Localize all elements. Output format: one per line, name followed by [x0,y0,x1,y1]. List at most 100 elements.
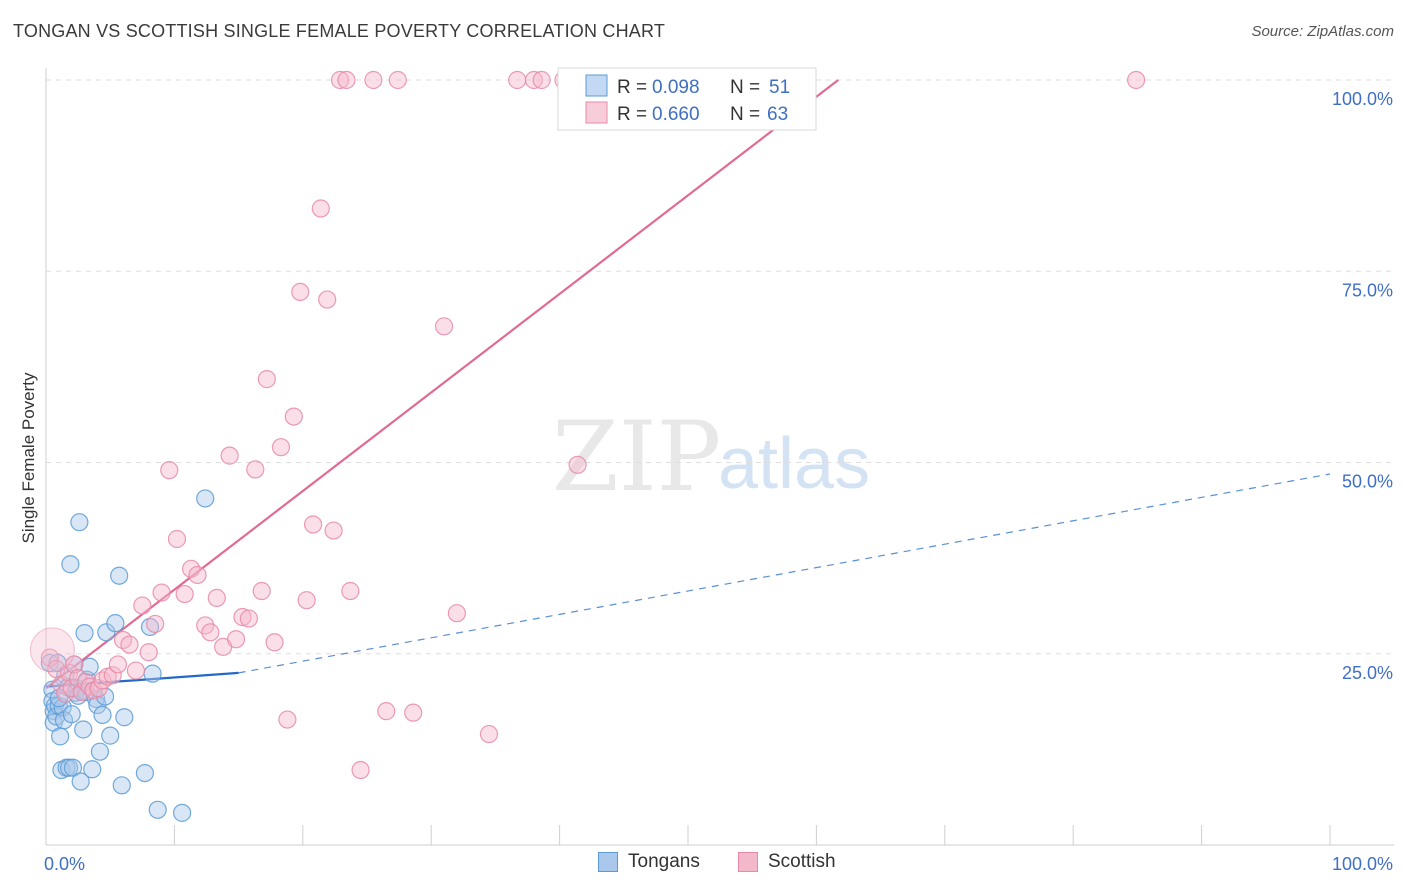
point-scottish-38 [252,581,271,601]
point-scottish-39 [257,370,276,389]
point-scottish-56 [388,70,407,90]
point-tongans-26 [74,720,93,739]
tick-labels: 25.0% 50.0% 75.0% 100.0% 0.0% 100.0% [44,89,1393,874]
point-scottish-41 [271,438,291,457]
bottom-legend: Tongans Scottish [0,851,1406,879]
legend-n-label-scottish: N = [730,104,760,125]
point-scottish-44 [291,282,310,302]
legend-r-label-scottish: R = [617,104,647,125]
point-tongans-18 [62,705,81,724]
bottom-legend-scottish: Scottish [738,851,836,873]
point-scottish-34 [226,630,246,649]
point-scottish-30 [201,623,220,642]
point-scottish-28 [188,565,207,585]
gridlines [46,79,1394,655]
point-scottish-0 [40,648,59,667]
point-tongans-24 [71,772,90,791]
y-tick-label-25: 25.0% [1342,663,1393,683]
legend: R = 0.098 N = 51 R = 0.660 N = 63 [557,67,817,131]
point-scottish-31 [207,588,226,608]
point-tongans-17 [61,555,80,574]
point-scottish-42 [278,710,297,729]
legend-r-label-tongans: R = [617,77,647,98]
chart-title: TONGAN VS SCOTTISH SINGLE FEMALE POVERTY… [13,21,666,41]
point-scottish-22 [146,614,165,634]
point-tongans-35 [93,705,112,725]
point-tongans-40 [110,566,129,585]
point-scottish-46 [303,515,323,534]
y-tick-label-50: 50.0% [1342,472,1393,492]
bottom-legend-tongans: Tongans [598,851,700,873]
trend-line-scottish [45,79,839,690]
point-scottish-65 [568,455,587,474]
point-tongans-9 [51,727,70,746]
point-scottish-54 [364,70,383,90]
legend-r-value-scottish: 0.660 [652,104,700,125]
point-scottish-51 [337,70,356,90]
point-tongans-41 [112,776,131,795]
point-scottish-24 [160,461,179,480]
legend-r-value-tongans: 0.098 [652,77,700,98]
point-scottish-25 [167,529,187,549]
point-scottish-21 [139,643,158,662]
point-scottish-45 [297,591,316,610]
point-scottish-35 [233,607,252,627]
point-scottish-63 [532,70,551,90]
bottom-legend-swatch-scottish [738,852,758,872]
trend-lines [45,79,1331,690]
point-scottish-48 [318,290,337,309]
point-scottish-52 [341,581,360,601]
point-scottish-55 [377,702,396,721]
point-scottish-33 [220,446,239,465]
point-tongans-11 [53,698,72,717]
point-scottish-20 [133,596,152,615]
point-scottish-62 [524,70,544,90]
point-tongans-50 [49,689,68,708]
series-tongans [40,489,215,822]
point-scottish-43 [284,407,303,426]
point-tongans-31 [83,760,102,779]
point-tongans-43 [135,763,154,783]
point-scottish-19 [126,661,145,680]
x-tick-label-100: 100.0% [1332,854,1393,874]
point-scottish-59 [447,604,466,623]
point-tongans-19 [63,758,83,777]
watermark-atlas: atlas [718,424,870,504]
y-tick-label-100: 100.0% [1332,89,1393,109]
watermark: ZIP atlas [552,401,870,513]
point-tongans-42 [115,708,134,727]
legend-n-value-tongans: 51 [769,77,790,98]
point-scottish-67 [1127,70,1146,90]
point-scottish-36 [239,609,258,628]
point-scottish-15 [103,666,122,685]
point-scottish-6 [65,655,84,674]
point-scottish-18 [120,635,139,654]
point-scottish-37 [246,460,265,479]
point-scottish-61 [508,70,527,90]
point-scottish-53 [351,760,370,780]
legend-n-label-tongans: N = [730,77,760,98]
point-scottish-26 [175,584,194,604]
legend-n-value-scottish: 63 [767,104,788,125]
point-scottish-49 [324,521,343,540]
point-scottish-47 [311,199,330,218]
point-scottish-57 [404,703,423,722]
point-tongans-48 [196,489,215,508]
point-tongans-46 [148,800,167,819]
point-tongans-44 [140,617,160,637]
point-tongans-34 [90,742,110,761]
y-tick-label-75: 75.0% [1342,280,1393,300]
point-scottish-58 [434,317,454,336]
legend-swatch-tongans [585,74,608,97]
point-scottish-60 [479,724,499,744]
bottom-legend-label-tongans: Tongans [628,851,700,872]
bottom-legend-label-scottish: Scottish [768,851,836,872]
point-scottish-16 [108,655,128,674]
point-scottish-cluster [29,627,75,673]
point-tongans-16 [60,758,79,777]
point-tongans-38 [101,726,120,745]
point-tongans-39 [106,614,125,633]
point-scottish-17 [113,630,133,650]
bottom-legend-swatch-tongans [598,852,618,872]
